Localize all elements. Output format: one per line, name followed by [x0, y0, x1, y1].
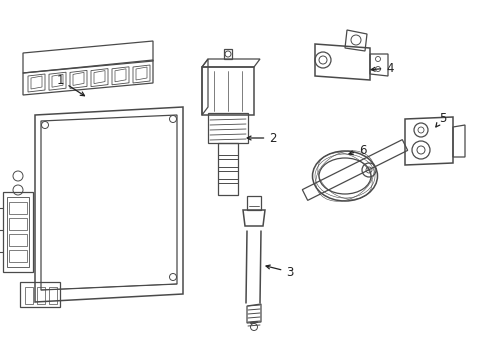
Text: 4: 4	[371, 62, 394, 75]
Text: 3: 3	[266, 265, 294, 279]
Text: 6: 6	[349, 144, 367, 157]
Text: 5: 5	[436, 112, 447, 127]
Text: 1: 1	[56, 73, 84, 96]
Text: 2: 2	[247, 131, 277, 144]
